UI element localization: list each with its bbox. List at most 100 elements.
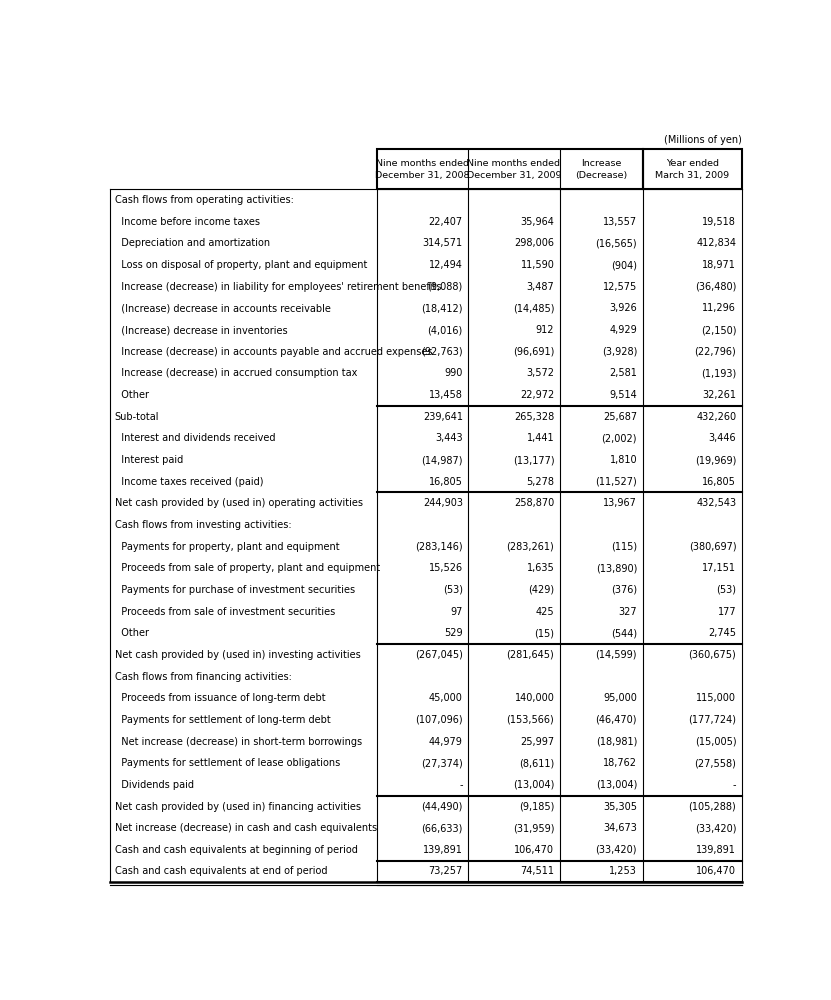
Text: 45,000: 45,000 <box>429 693 463 703</box>
Text: Year ended
March 31, 2009: Year ended March 31, 2009 <box>655 159 729 180</box>
Text: Income before income taxes: Income before income taxes <box>115 217 260 227</box>
Text: 35,964: 35,964 <box>520 217 554 227</box>
Text: (904): (904) <box>611 260 637 270</box>
Text: 140,000: 140,000 <box>514 693 554 703</box>
Text: (11,527): (11,527) <box>595 477 637 487</box>
Text: (267,045): (267,045) <box>415 650 463 660</box>
Text: (107,096): (107,096) <box>416 715 463 725</box>
Text: (27,558): (27,558) <box>695 758 736 768</box>
Text: 139,891: 139,891 <box>696 845 736 855</box>
Text: 432,260: 432,260 <box>696 412 736 422</box>
Text: 139,891: 139,891 <box>423 845 463 855</box>
Text: (8,611): (8,611) <box>519 758 554 768</box>
Text: (33,420): (33,420) <box>695 823 736 833</box>
Text: 97: 97 <box>450 607 463 617</box>
Text: Payments for purchase of investment securities: Payments for purchase of investment secu… <box>115 585 355 595</box>
Text: 177: 177 <box>718 607 736 617</box>
Text: -: - <box>460 780 463 790</box>
Text: (Millions of yen): (Millions of yen) <box>664 135 742 145</box>
Text: Increase (decrease) in liability for employees' retirement benefits: Increase (decrease) in liability for emp… <box>115 282 441 292</box>
Text: 432,543: 432,543 <box>696 498 736 508</box>
Bar <box>376 149 642 189</box>
Text: 95,000: 95,000 <box>603 693 637 703</box>
Text: 13,557: 13,557 <box>603 217 637 227</box>
Text: Increase (decrease) in accrued consumption tax: Increase (decrease) in accrued consumpti… <box>115 368 357 378</box>
Text: Increase (decrease) in accounts payable and accrued expenses: Increase (decrease) in accounts payable … <box>115 347 432 357</box>
Text: Cash flows from investing activities:: Cash flows from investing activities: <box>115 520 292 530</box>
Text: (13,004): (13,004) <box>596 780 637 790</box>
Text: (22,796): (22,796) <box>695 347 736 357</box>
Text: 17,151: 17,151 <box>702 563 736 573</box>
Text: (281,645): (281,645) <box>507 650 554 660</box>
Text: (36,480): (36,480) <box>695 282 736 292</box>
Text: 425: 425 <box>536 607 554 617</box>
Text: (13,177): (13,177) <box>513 455 554 465</box>
Text: (44,490): (44,490) <box>421 802 463 812</box>
Text: (283,146): (283,146) <box>416 542 463 552</box>
Text: (96,691): (96,691) <box>513 347 554 357</box>
Text: 3,443: 3,443 <box>435 433 463 443</box>
Text: 15,526: 15,526 <box>429 563 463 573</box>
Text: 12,575: 12,575 <box>602 282 637 292</box>
Text: 19,518: 19,518 <box>702 217 736 227</box>
Text: 1,253: 1,253 <box>609 866 637 876</box>
Text: (19,969): (19,969) <box>695 455 736 465</box>
Text: 35,305: 35,305 <box>603 802 637 812</box>
Text: (380,697): (380,697) <box>689 542 736 552</box>
Text: 1,635: 1,635 <box>527 563 554 573</box>
Text: (1,193): (1,193) <box>701 368 736 378</box>
Text: (92,763): (92,763) <box>421 347 463 357</box>
Text: (18,981): (18,981) <box>596 737 637 747</box>
Text: Net increase (decrease) in cash and cash equivalents: Net increase (decrease) in cash and cash… <box>115 823 376 833</box>
Text: 412,834: 412,834 <box>696 238 736 248</box>
Text: 12,494: 12,494 <box>429 260 463 270</box>
Text: Other: Other <box>115 628 149 638</box>
Text: Net increase (decrease) in short-term borrowings: Net increase (decrease) in short-term bo… <box>115 737 361 747</box>
Text: Interest paid: Interest paid <box>115 455 183 465</box>
Text: (14,987): (14,987) <box>421 455 463 465</box>
Text: 298,006: 298,006 <box>514 238 554 248</box>
Text: 3,446: 3,446 <box>709 433 736 443</box>
Text: 22,407: 22,407 <box>429 217 463 227</box>
Text: Income taxes received (paid): Income taxes received (paid) <box>115 477 263 487</box>
Text: (18,412): (18,412) <box>421 303 463 313</box>
Text: 13,967: 13,967 <box>603 498 637 508</box>
Text: Interest and dividends received: Interest and dividends received <box>115 433 275 443</box>
Text: 13,458: 13,458 <box>429 390 463 400</box>
Text: (27,374): (27,374) <box>421 758 463 768</box>
Text: (105,288): (105,288) <box>689 802 736 812</box>
Text: (153,566): (153,566) <box>507 715 554 725</box>
Text: 4,929: 4,929 <box>609 325 637 335</box>
Text: (15): (15) <box>534 628 554 638</box>
Text: 32,261: 32,261 <box>702 390 736 400</box>
Text: Payments for settlement of long-term debt: Payments for settlement of long-term deb… <box>115 715 331 725</box>
Text: 106,470: 106,470 <box>696 866 736 876</box>
Text: Payments for property, plant and equipment: Payments for property, plant and equipme… <box>115 542 339 552</box>
Text: 44,979: 44,979 <box>429 737 463 747</box>
Text: (15,005): (15,005) <box>695 737 736 747</box>
Text: 239,641: 239,641 <box>423 412 463 422</box>
Text: (46,470): (46,470) <box>596 715 637 725</box>
Text: (4,016): (4,016) <box>427 325 463 335</box>
Text: (2,002): (2,002) <box>602 433 637 443</box>
Text: 2,745: 2,745 <box>708 628 736 638</box>
Text: (31,959): (31,959) <box>513 823 554 833</box>
Text: 327: 327 <box>618 607 637 617</box>
Text: (14,599): (14,599) <box>596 650 637 660</box>
Text: (544): (544) <box>611 628 637 638</box>
Text: (14,485): (14,485) <box>513 303 554 313</box>
Text: 106,470: 106,470 <box>514 845 554 855</box>
Text: (9,185): (9,185) <box>519 802 554 812</box>
Text: 314,571: 314,571 <box>423 238 463 248</box>
Text: 25,997: 25,997 <box>520 737 554 747</box>
Text: Loss on disposal of property, plant and equipment: Loss on disposal of property, plant and … <box>115 260 367 270</box>
Text: 3,487: 3,487 <box>527 282 554 292</box>
Text: 18,762: 18,762 <box>603 758 637 768</box>
Text: Depreciation and amortization: Depreciation and amortization <box>115 238 270 248</box>
Text: Cash flows from operating activities:: Cash flows from operating activities: <box>115 195 293 205</box>
Text: Payments for settlement of lease obligations: Payments for settlement of lease obligat… <box>115 758 340 768</box>
Bar <box>642 149 742 189</box>
Text: 2,581: 2,581 <box>609 368 637 378</box>
Text: 9,514: 9,514 <box>609 390 637 400</box>
Text: 3,926: 3,926 <box>609 303 637 313</box>
